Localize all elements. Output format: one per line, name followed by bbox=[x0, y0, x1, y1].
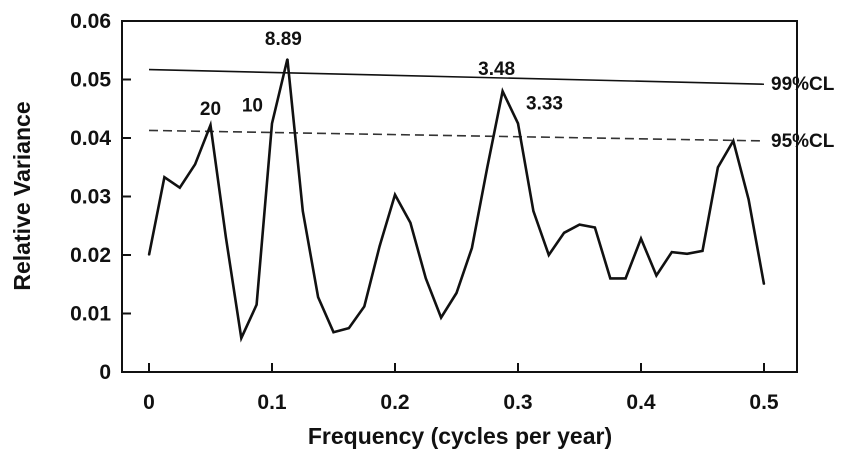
data-point bbox=[578, 223, 581, 226]
data-point bbox=[209, 124, 212, 126]
data-point bbox=[763, 283, 765, 286]
x-tick-label: 0.1 bbox=[257, 391, 287, 414]
data-point bbox=[271, 122, 273, 125]
cl-label: 99%CL bbox=[771, 74, 835, 95]
x-tick-label: 0.3 bbox=[503, 391, 532, 414]
data-point bbox=[317, 296, 319, 298]
data-point bbox=[517, 122, 519, 125]
data-point bbox=[609, 277, 612, 280]
data-point bbox=[255, 303, 258, 306]
plot-frame bbox=[121, 20, 798, 373]
peak-label: 8.89 bbox=[265, 29, 302, 50]
data-point bbox=[747, 198, 750, 201]
y-tick-label: 0.04 bbox=[70, 127, 111, 150]
data-point bbox=[440, 316, 442, 319]
x-tick-label: 0.2 bbox=[380, 391, 409, 414]
data-point bbox=[286, 58, 289, 60]
data-point bbox=[348, 327, 350, 329]
data-point bbox=[532, 210, 535, 212]
data-point bbox=[378, 245, 381, 248]
data-point bbox=[332, 331, 335, 334]
data-point bbox=[240, 337, 243, 339]
data-point bbox=[178, 186, 181, 189]
x-axis: 0 0.1 0.2 0.3 0.4 0.5 bbox=[143, 363, 779, 414]
data-point bbox=[670, 251, 673, 253]
data-point bbox=[363, 305, 366, 308]
data-point bbox=[424, 277, 427, 280]
y-tick-label: 0.05 bbox=[70, 69, 111, 92]
data-point bbox=[594, 226, 596, 229]
data-point bbox=[148, 254, 150, 256]
data-point bbox=[471, 247, 473, 249]
data-point bbox=[394, 193, 396, 196]
data-point bbox=[655, 274, 658, 277]
peak-label: 3.33 bbox=[526, 93, 563, 114]
cl-line-95pctcl bbox=[148, 129, 765, 142]
x-tick-label: 0.4 bbox=[626, 391, 656, 414]
data-point bbox=[163, 176, 166, 178]
data-point bbox=[225, 236, 227, 239]
peak-labels: 20 10 8.89 3.48 3.33 bbox=[200, 29, 563, 120]
data-point bbox=[563, 231, 565, 234]
y-tick-label: 0.06 bbox=[70, 10, 111, 33]
data-point bbox=[486, 166, 489, 169]
y-axis-title: Relative Variance bbox=[9, 101, 35, 290]
cl-line-99pctcl bbox=[148, 68, 765, 85]
x-tick-label: 0 bbox=[143, 391, 155, 414]
data-point bbox=[455, 292, 458, 294]
data-point bbox=[701, 250, 704, 252]
y-tick-label: 0 bbox=[99, 361, 111, 384]
peak-label: 3.48 bbox=[478, 59, 515, 80]
peak-label: 20 bbox=[200, 99, 221, 120]
confidence-lines: 99%CL 95%CL bbox=[148, 68, 835, 152]
series-group bbox=[147, 58, 766, 343]
y-tick-label: 0.02 bbox=[70, 244, 111, 267]
data-point bbox=[194, 163, 196, 166]
data-point bbox=[732, 140, 735, 142]
data-point bbox=[624, 277, 627, 280]
data-point bbox=[301, 210, 304, 212]
data-point bbox=[686, 253, 688, 255]
cl-label: 95%CL bbox=[771, 131, 835, 152]
data-point bbox=[717, 166, 719, 169]
data-point bbox=[547, 254, 550, 256]
peak-label: 10 bbox=[242, 95, 263, 116]
x-axis-title: Frequency (cycles per year) bbox=[308, 423, 612, 449]
y-tick-label: 0.03 bbox=[70, 186, 111, 209]
x-tick-label: 0.5 bbox=[749, 391, 779, 414]
y-tick-label: 0.01 bbox=[70, 303, 111, 326]
y-axis: 0 0.01 0.02 0.03 0.04 0.05 0.06 bbox=[70, 10, 131, 384]
data-point bbox=[409, 222, 412, 224]
data-point bbox=[640, 237, 642, 240]
data-point bbox=[501, 90, 504, 92]
